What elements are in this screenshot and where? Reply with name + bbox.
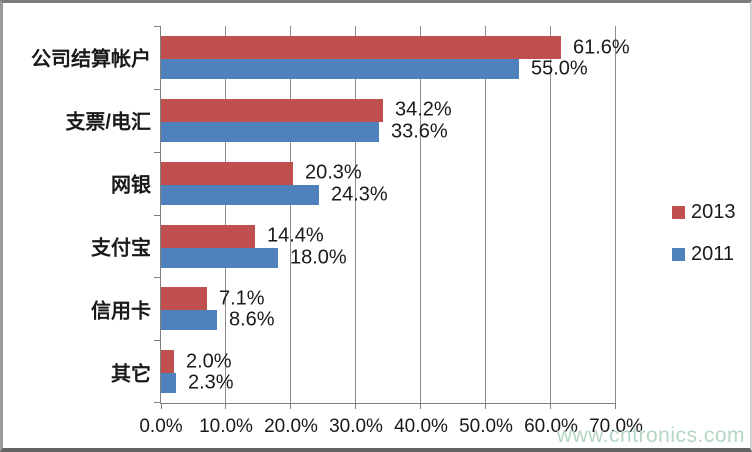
value-label-2011-1: 55.0%: [531, 57, 588, 80]
value-label-2013-2: 34.2%: [395, 98, 452, 121]
bar-2011-4: [161, 247, 278, 268]
x-axis-tick: [225, 403, 226, 409]
x-axis-tick-label: 60.0%: [524, 416, 578, 437]
bar-2011-2: [161, 121, 379, 142]
y-axis-tick: [154, 152, 161, 153]
gridline: [615, 26, 616, 403]
gridline: [225, 26, 226, 403]
legend-item-2013: 2013: [672, 201, 736, 224]
y-axis-tick: [154, 277, 161, 278]
bar-2011-5: [161, 310, 217, 331]
gridline: [550, 26, 551, 403]
legend-label-2011: 2011: [691, 243, 735, 265]
legend-swatch-2013-icon: [672, 206, 685, 219]
x-axis-tick: [615, 403, 616, 409]
value-label-2011-5: 8.6%: [229, 308, 275, 331]
x-axis-tick: [550, 403, 551, 409]
category-label: 公司结算帐户: [31, 48, 151, 71]
value-label-2013-5: 7.1%: [219, 287, 265, 310]
gridline: [485, 26, 486, 403]
x-axis-tick-label: 50.0%: [459, 416, 513, 437]
x-axis-tick-label: 20.0%: [264, 416, 318, 437]
y-axis-tick: [154, 340, 161, 341]
legend-swatch-2011-icon: [672, 248, 685, 261]
x-axis-tick: [355, 403, 356, 409]
bar-2011-1: [161, 59, 519, 79]
x-axis-tick: [290, 403, 291, 409]
category-label: 支付宝: [91, 237, 151, 260]
gridline: [355, 26, 356, 403]
value-label-2013-6: 2.0%: [186, 350, 232, 373]
value-label-2013-1: 61.6%: [573, 36, 630, 58]
value-label-2011-3: 24.3%: [331, 183, 388, 206]
x-axis-tick: [420, 403, 421, 409]
x-axis-tick: [161, 403, 162, 409]
x-axis-tick-label: 40.0%: [394, 416, 448, 437]
bar-2013-1: [161, 36, 561, 59]
watermark: www.cntronics.com: [556, 424, 745, 447]
gridline: [290, 26, 291, 403]
value-label-2013-3: 20.3%: [305, 161, 362, 184]
gridline: [420, 26, 421, 403]
value-label-2011-6: 2.3%: [188, 371, 234, 394]
value-label-2011-2: 33.6%: [391, 120, 448, 143]
legend-label-2013: 2013: [691, 201, 736, 223]
bar-2013-6: [161, 350, 174, 374]
y-axis-tick: [154, 402, 161, 403]
x-axis-tick-label: 70.0%: [589, 416, 643, 437]
x-axis-tick-label: 30.0%: [329, 416, 383, 437]
bar-2013-3: [161, 161, 293, 185]
bar-2013-4: [161, 224, 255, 248]
bar-2013-2: [161, 98, 383, 122]
category-label: 其它: [111, 363, 151, 386]
category-label: 网银: [111, 174, 151, 197]
x-axis-tick: [485, 403, 486, 409]
bar-2013-5: [161, 287, 207, 311]
bar-2011-3: [161, 184, 319, 205]
plot-area: 0.0% 10.0% 20.0% 30.0% 40.0% 50.0% 60.0% 70.0% 公…: [31, 26, 643, 437]
legend-item-2011: 2011: [672, 243, 736, 266]
x-axis-tick-label: 10.0%: [199, 416, 253, 437]
x-axis-tick-label: 0.0%: [139, 416, 183, 437]
legend: 2013 2011: [672, 201, 736, 266]
value-label-2011-4: 18.0%: [290, 246, 347, 268]
bar-2011-6: [161, 373, 176, 394]
value-label-2013-4: 14.4%: [267, 224, 324, 247]
y-axis-tick: [154, 26, 161, 27]
category-label: 支票/电汇: [65, 111, 151, 134]
y-axis-tick: [154, 215, 161, 216]
category-label: 信用卡: [91, 300, 151, 323]
y-axis-tick: [154, 89, 161, 90]
